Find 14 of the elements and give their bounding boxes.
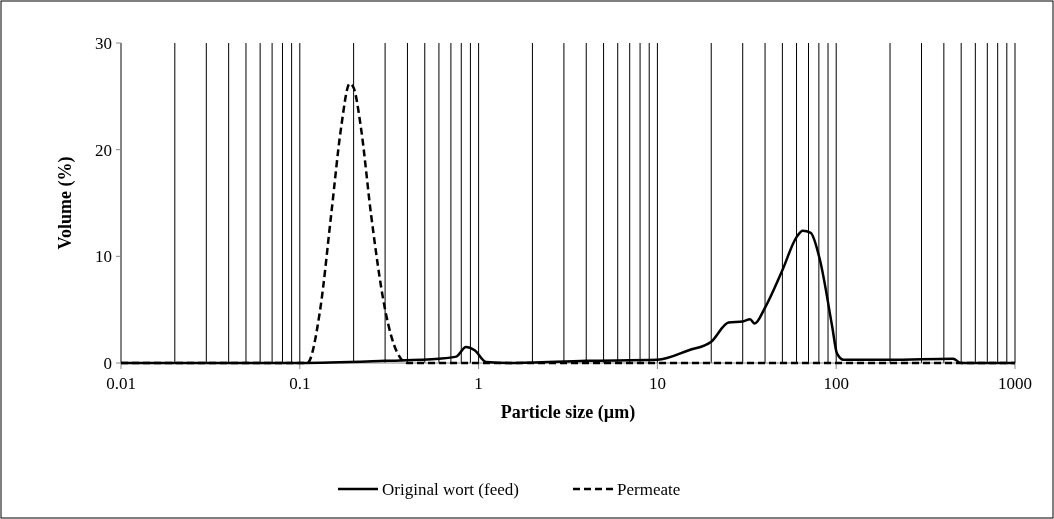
legend-label: Original wort (feed): [382, 479, 519, 499]
legend-label: Permeate: [617, 479, 681, 499]
x-tick-label: 1000: [998, 374, 1032, 393]
x-tick-label: 10: [648, 374, 666, 393]
x-tick-label: 1: [474, 374, 483, 393]
x-axis-title: Particle size (µm): [500, 402, 636, 423]
x-tick-label: 100: [823, 374, 849, 393]
y-tick-label: 10: [95, 247, 112, 267]
y-tick-label: 0: [103, 353, 112, 373]
y-axis-title: Volume (%): [55, 156, 76, 250]
y-tick-label: 30: [95, 33, 112, 53]
x-tick-label: 0.1: [289, 374, 311, 393]
x-tick-label: 0.01: [106, 374, 136, 393]
y-tick-label: 20: [95, 140, 112, 160]
